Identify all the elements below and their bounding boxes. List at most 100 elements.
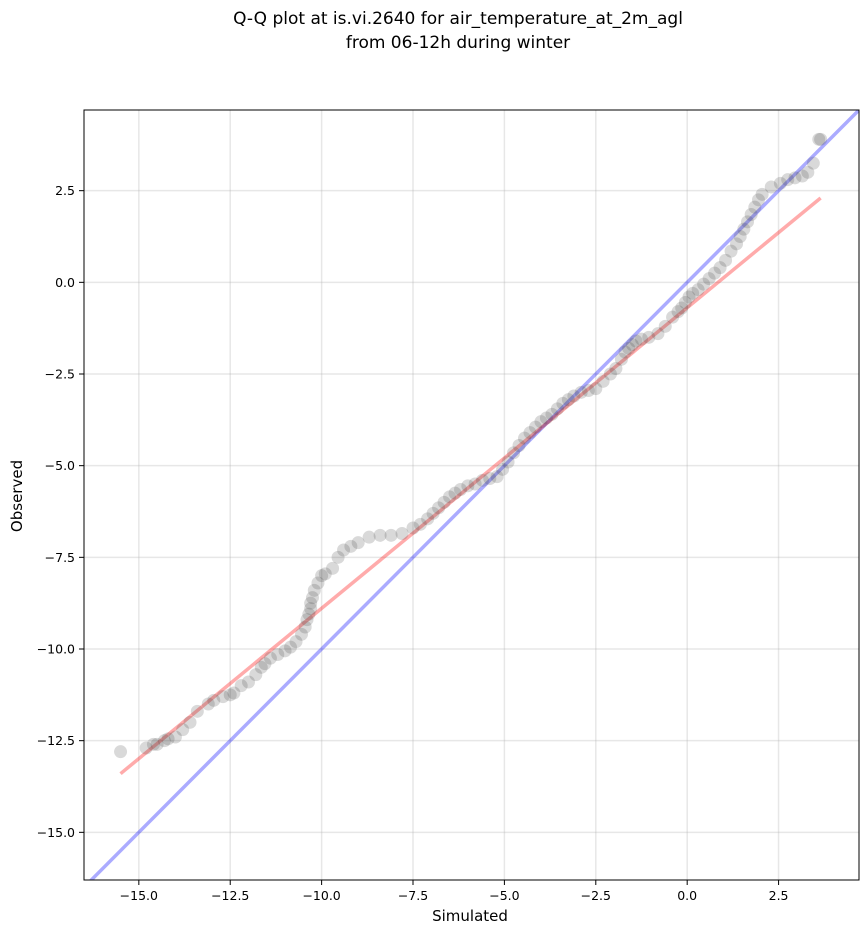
y-tick-label: −7.5 [45,550,75,565]
qq-point [781,173,795,187]
qq-point [406,521,420,535]
qq-point [298,620,312,634]
qq-point [691,283,705,297]
y-tick-label: −5.0 [45,458,75,473]
qq-point [318,567,332,581]
qq-point [501,455,515,469]
qq-point [311,576,325,590]
chart-title-line-1: Q-Q plot at is.vi.2640 for air_temperatu… [233,9,683,29]
qq-point [730,237,744,251]
qq-point [713,261,727,275]
qq-point [454,483,468,496]
qq-point [421,512,435,526]
qq-point [304,602,318,616]
qq-point [384,528,398,542]
qq-point [242,675,256,689]
x-tick-label: −7.5 [398,888,428,903]
qq-point [589,382,603,396]
y-axis-label: Observed [8,460,26,532]
qq-point [271,648,285,661]
qq-point [642,330,656,344]
qq-point [263,651,277,665]
qq-point [315,569,329,583]
qq-point [305,591,319,605]
qq-point [814,132,828,146]
qq-point [567,389,581,403]
qq-point [618,345,632,359]
qq-point [168,730,182,744]
qq-point [528,420,542,434]
qq-point [512,439,526,452]
qq-point [284,640,298,654]
x-tick-label: −12.5 [211,888,249,903]
qq-point [295,627,309,641]
qq-point [634,332,648,346]
data-points [114,132,828,759]
qq-point [395,527,409,540]
x-axis-label: Simulated [432,907,508,925]
qq-point [666,310,680,324]
qq-point [161,732,175,746]
qq-point [157,734,171,748]
x-tick-label: 2.5 [769,888,789,903]
qq-point [678,296,692,309]
qq-point [671,305,685,319]
qq-point [227,686,241,700]
qq-point [556,396,570,410]
qq-point [561,393,575,407]
qq-point [596,374,610,388]
qq-point [719,253,733,267]
qq-point [764,180,778,194]
qq-point [629,334,643,348]
qq-point [686,286,700,300]
qq-point [426,506,440,520]
qq-point [183,715,197,729]
grid [84,110,859,880]
qq-point [448,486,462,500]
fit-line [119,196,822,776]
qq-point [223,688,237,702]
qq-point [351,536,365,550]
qq-point [302,607,316,621]
qq-point [496,462,510,476]
qq-point [201,697,215,711]
qq-point [574,385,588,399]
qq-point [773,176,787,190]
x-tick-label: 0.0 [677,888,697,903]
qq-point [432,501,446,515]
chart-title-line-2: from 06-12h during winter [346,33,570,53]
qq-point [658,319,672,333]
qq-point [234,679,248,693]
qq-point [724,244,738,258]
qq-point [708,266,722,280]
qq-point [539,411,553,425]
qq-point [744,208,758,221]
qq-point [190,704,204,718]
qq-point [801,165,815,179]
qq-point [751,193,765,207]
qq-point [523,426,537,440]
x-tick-label: −2.5 [581,888,611,903]
qq-point [331,550,345,564]
qq-point [300,613,314,627]
qq-point [550,402,564,416]
qq-point [603,367,617,381]
qq-point [788,171,802,185]
qq-point [622,341,636,355]
qq-point [114,745,128,759]
qq-point [475,473,489,487]
qq-point [490,470,504,484]
x-tick-label: −5.0 [489,888,519,903]
axis-ticks: −15.0 −12.5 −10.0 −7.5 −5.0 −2.5 0.0 2.5 2.5 0.0 −… [37,183,789,903]
qq-point [702,272,716,286]
qq-point [651,327,665,341]
qq-point [326,561,340,575]
qq-point [733,230,747,243]
qq-point [581,384,595,397]
y-tick-label: −2.5 [45,367,75,382]
qq-point [344,539,358,553]
qq-point [437,495,451,509]
qq-point [207,693,221,707]
qq-point [806,156,820,170]
